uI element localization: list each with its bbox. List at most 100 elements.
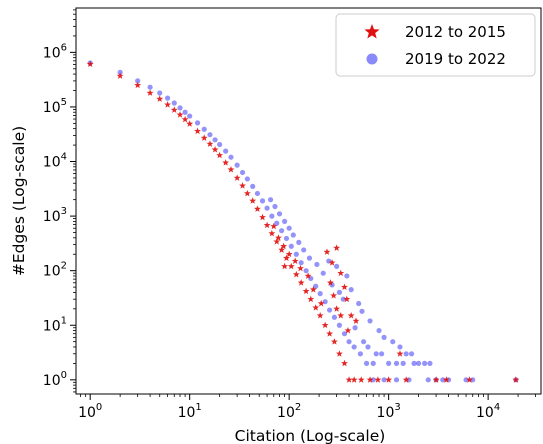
- data-point-2019-2022: [340, 296, 346, 302]
- data-point-2012-2015: [249, 197, 257, 204]
- data-point-2019-2022: [381, 377, 387, 383]
- data-point-2019-2022: [282, 218, 288, 224]
- data-point-2012-2015: [233, 174, 241, 181]
- data-point-2019-2022: [425, 377, 431, 383]
- data-point-2012-2015: [216, 151, 224, 159]
- data-point-2012-2015: [263, 221, 271, 229]
- data-point-2012-2015: [304, 272, 312, 279]
- data-point-2019-2022: [334, 263, 340, 269]
- data-point-2012-2015: [211, 146, 219, 153]
- data-point-2019-2022: [296, 239, 302, 245]
- data-point-2012-2015: [146, 89, 154, 96]
- data-point-2019-2022: [403, 351, 409, 357]
- data-point-2019-2022: [393, 377, 400, 383]
- data-point-2019-2022: [135, 78, 141, 84]
- data-point-2012-2015: [321, 321, 329, 329]
- data-point-2019-2022: [411, 360, 417, 366]
- data-point-2019-2022: [427, 360, 433, 366]
- plot-frame: [75, 7, 542, 395]
- data-point-2019-2022: [250, 183, 256, 189]
- data-point-2012-2015: [345, 376, 353, 383]
- axis-layer: 100 101 102 103 104 100 101 102 103 104 105 106: [43, 9, 536, 421]
- data-point-2019-2022: [351, 344, 357, 350]
- data-point-2019-2022: [363, 360, 370, 366]
- data-point-2012-2015: [432, 376, 440, 383]
- data-point-2012-2015: [285, 250, 293, 258]
- data-point-2019-2022: [244, 176, 250, 182]
- x-tick-label: 102: [277, 402, 301, 421]
- legend-label-2012-to-2015: 2012 to 2015: [405, 23, 506, 41]
- data-point-2012-2015: [181, 115, 189, 123]
- x-tick-label: 101: [178, 402, 202, 421]
- legend-marker-circle: [366, 53, 378, 65]
- data-point-2019-2022: [274, 220, 280, 226]
- data-point-2012-2015: [297, 279, 305, 286]
- data-point-2019-2022: [381, 334, 387, 340]
- x-tick-label: 104: [476, 402, 500, 421]
- data-point-2012-2015: [116, 72, 124, 79]
- data-point-2012-2015: [156, 95, 164, 102]
- data-point-2012-2015: [466, 376, 473, 383]
- data-point-2019-2022: [400, 360, 406, 366]
- data-point-2012-2015: [134, 81, 142, 89]
- data-point-2012-2015: [302, 287, 310, 295]
- data-point-2019-2022: [356, 300, 362, 307]
- data-point-2012-2015: [309, 286, 317, 293]
- data-point-2012-2015: [186, 120, 194, 127]
- y-tick-label: 105: [43, 97, 67, 116]
- data-point-2012-2015: [278, 246, 286, 253]
- x-axis-label: Citation (Log-scale): [235, 427, 386, 444]
- data-point-2019-2022: [147, 84, 153, 90]
- data-point-2012-2015: [227, 166, 235, 173]
- data-point-2012-2015: [254, 205, 261, 212]
- data-point-2019-2022: [217, 141, 223, 148]
- legend-label-2019-to-2022: 2019 to 2022: [405, 50, 506, 68]
- data-point-2012-2015: [442, 376, 450, 383]
- data-point-2012-2015: [333, 244, 341, 251]
- data-point-2012-2015: [366, 376, 374, 383]
- data-point-2012-2015: [344, 326, 352, 334]
- data-point-2019-2022: [360, 339, 367, 345]
- data-point-2019-2022: [272, 203, 278, 210]
- legend-frame: [335, 13, 536, 77]
- data-point-2019-2022: [370, 360, 376, 366]
- data-point-2019-2022: [341, 331, 348, 337]
- data-point-2012-2015: [402, 376, 410, 383]
- data-point-2012-2015: [337, 269, 345, 277]
- y-tick-label: 103: [43, 206, 67, 225]
- data-point-2012-2015: [239, 182, 246, 189]
- y-tick-label: 100: [43, 370, 67, 389]
- data-point-2019-2022: [397, 344, 403, 350]
- data-point-2019-2022: [207, 132, 213, 138]
- data-point-2019-2022: [415, 360, 422, 366]
- data-point-2019-2022: [223, 148, 229, 154]
- data-point-2012-2015: [170, 106, 178, 113]
- data-point-2012-2015: [341, 359, 348, 367]
- legend: 2012 to 2015 2019 to 2022: [335, 13, 536, 77]
- data-point-2012-2015: [337, 312, 345, 319]
- data-point-2012-2015: [292, 270, 300, 278]
- data-point-2012-2015: [330, 338, 338, 345]
- x-tick-label: 103: [377, 402, 401, 421]
- data-point-2019-2022: [348, 287, 354, 293]
- data-point-2019-2022: [201, 126, 207, 132]
- data-point-2012-2015: [200, 134, 208, 141]
- data-point-2012-2015: [341, 283, 348, 291]
- data-point-2019-2022: [390, 339, 396, 345]
- data-point-2012-2015: [396, 350, 404, 357]
- data-point-2019-2022: [440, 377, 446, 383]
- data-point-2012-2015: [268, 229, 276, 237]
- data-point-2019-2022: [187, 113, 193, 119]
- data-point-2019-2022: [317, 291, 323, 297]
- data-point-2012-2015: [333, 305, 341, 312]
- data-point-2019-2022: [269, 213, 275, 219]
- legend-marker-star: [364, 24, 380, 39]
- data-point-2012-2015: [330, 291, 338, 299]
- data-point-2019-2022: [306, 255, 313, 261]
- data-point-2012-2015: [374, 376, 382, 383]
- data-point-2019-2022: [228, 154, 234, 160]
- data-point-2012-2015: [352, 317, 360, 324]
- y-tick-label: 106: [43, 42, 67, 61]
- data-point-2019-2022: [393, 360, 400, 366]
